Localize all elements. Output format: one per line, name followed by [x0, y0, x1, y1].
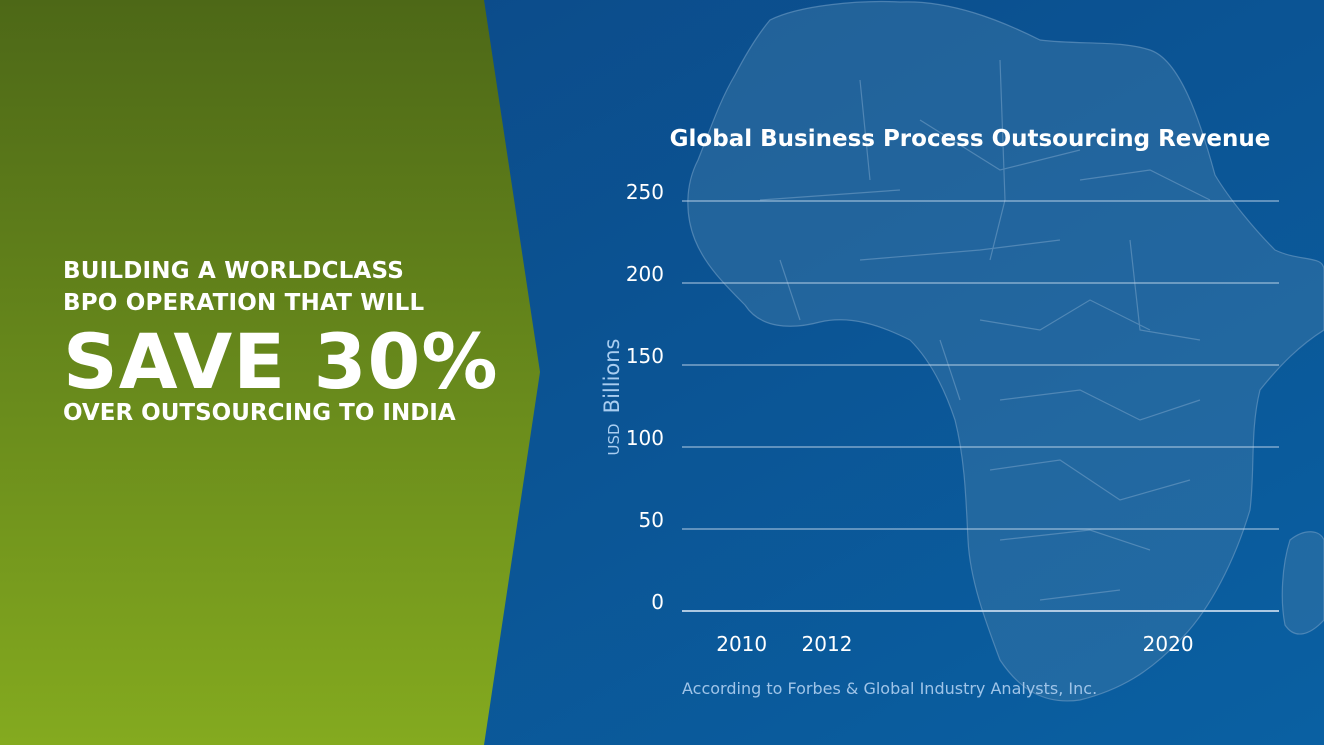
source-note: According to Forbes & Global Industry An…: [682, 679, 1097, 698]
y-axis-label-word: Billions: [600, 339, 624, 414]
x-tick-label: 2010: [716, 632, 767, 656]
y-tick-label: 150: [626, 344, 664, 368]
y-axis-label-unit: USD: [605, 423, 623, 455]
x-tick-labels: 2010 2012 2020: [716, 632, 1193, 656]
y-tick-label: 100: [626, 426, 664, 450]
y-tick-label: 0: [651, 590, 664, 614]
y-tick-labels: 0 50 100 150 200 250: [626, 180, 664, 614]
y-axis-label: USD Billions: [600, 339, 624, 456]
gridlines: [682, 200, 1279, 612]
y-tick-label: 200: [626, 262, 664, 286]
headline-line-1: BUILDING A WORLDCLASS: [63, 258, 405, 284]
africa-map-watermark: [687, 0, 1324, 702]
y-tick-label: 50: [639, 508, 664, 532]
headline-line-2: BPO OPERATION THAT WILL: [63, 290, 425, 316]
headline: BUILDING A WORLDCLASS BPO OPERATION THAT…: [63, 255, 499, 429]
headline-savings: SAVE 30%: [63, 317, 499, 406]
y-tick-label: 250: [626, 180, 664, 204]
chart-title: Global Business Process Outsourcing Reve…: [670, 126, 1271, 152]
x-tick-label: 2020: [1143, 632, 1194, 656]
x-tick-label: 2012: [802, 632, 853, 656]
left-panel: [0, 0, 540, 745]
headline-line-3: OVER OUTSOURCING TO INDIA: [63, 400, 456, 426]
